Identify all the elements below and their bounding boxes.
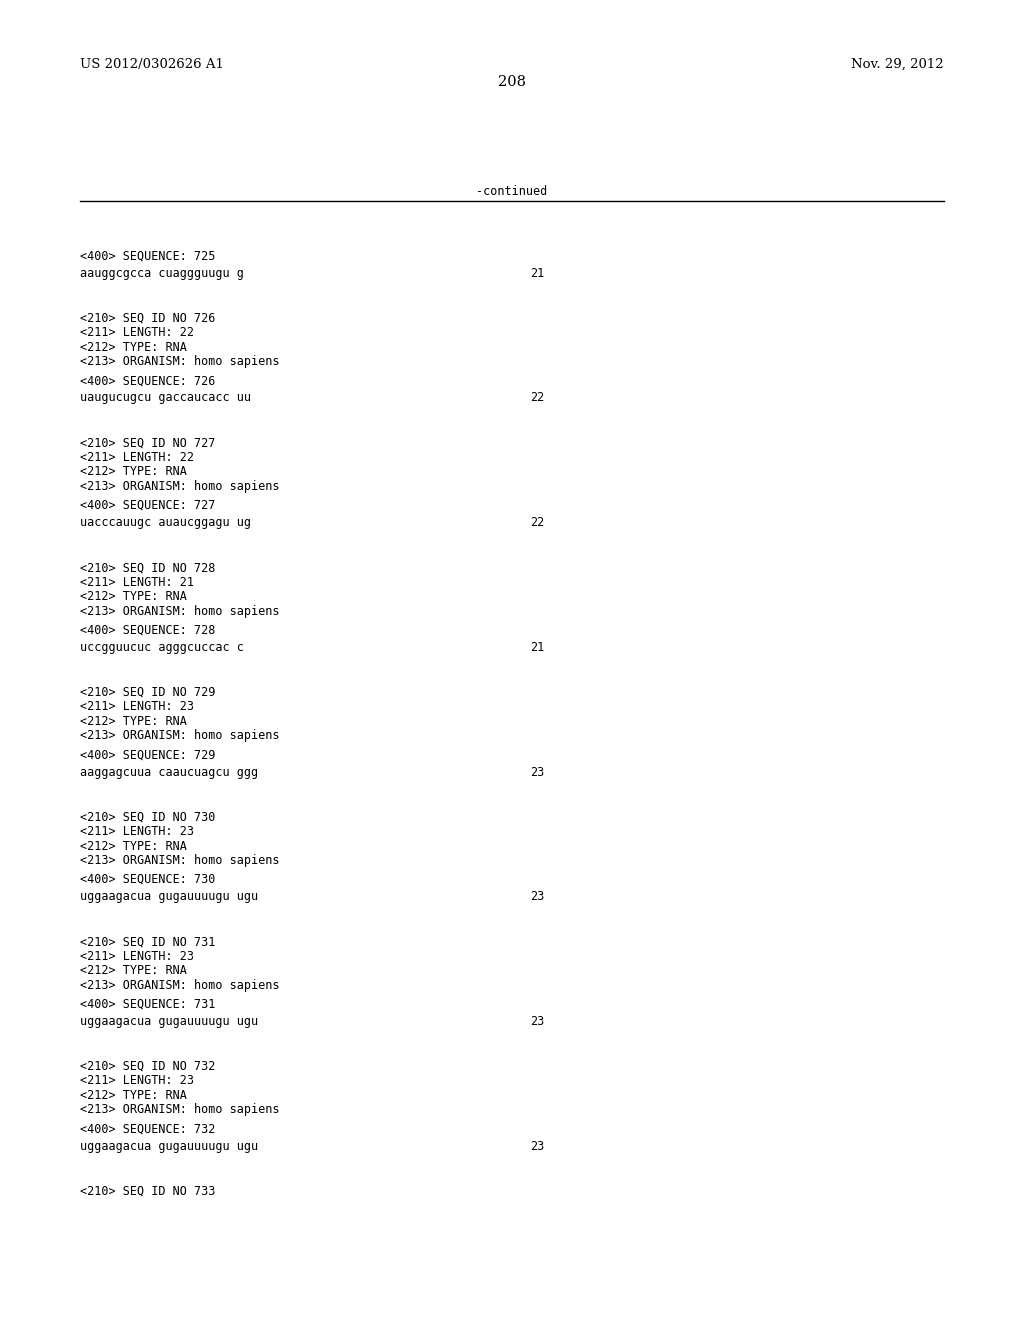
Text: <212> TYPE: RNA: <212> TYPE: RNA — [80, 840, 186, 853]
Text: uacccauugc auaucggagu ug: uacccauugc auaucggagu ug — [80, 516, 251, 529]
Text: <211> LENGTH: 23: <211> LENGTH: 23 — [80, 701, 194, 713]
Text: aaggagcuua caaucuagcu ggg: aaggagcuua caaucuagcu ggg — [80, 766, 258, 779]
Text: 21: 21 — [530, 640, 544, 653]
Text: <210> SEQ ID NO 733: <210> SEQ ID NO 733 — [80, 1184, 215, 1197]
Text: Nov. 29, 2012: Nov. 29, 2012 — [851, 58, 944, 71]
Text: 23: 23 — [530, 766, 544, 779]
Text: <211> LENGTH: 23: <211> LENGTH: 23 — [80, 825, 194, 838]
Text: <212> TYPE: RNA: <212> TYPE: RNA — [80, 715, 186, 727]
Text: <212> TYPE: RNA: <212> TYPE: RNA — [80, 466, 186, 478]
Text: <213> ORGANISM: homo sapiens: <213> ORGANISM: homo sapiens — [80, 355, 280, 368]
Text: 208: 208 — [498, 75, 526, 88]
Text: 23: 23 — [530, 1139, 544, 1152]
Text: US 2012/0302626 A1: US 2012/0302626 A1 — [80, 58, 224, 71]
Text: <400> SEQUENCE: 726: <400> SEQUENCE: 726 — [80, 374, 215, 387]
Text: <213> ORGANISM: homo sapiens: <213> ORGANISM: homo sapiens — [80, 605, 280, 618]
Text: <213> ORGANISM: homo sapiens: <213> ORGANISM: homo sapiens — [80, 978, 280, 991]
Text: <212> TYPE: RNA: <212> TYPE: RNA — [80, 1089, 186, 1102]
Text: uggaagacua gugauuuugu ugu: uggaagacua gugauuuugu ugu — [80, 1139, 258, 1152]
Text: 23: 23 — [530, 1015, 544, 1028]
Text: <211> LENGTH: 22: <211> LENGTH: 22 — [80, 326, 194, 339]
Text: <400> SEQUENCE: 729: <400> SEQUENCE: 729 — [80, 748, 215, 762]
Text: 21: 21 — [530, 267, 544, 280]
Text: 22: 22 — [530, 516, 544, 529]
Text: <400> SEQUENCE: 727: <400> SEQUENCE: 727 — [80, 499, 215, 512]
Text: <400> SEQUENCE: 730: <400> SEQUENCE: 730 — [80, 873, 215, 886]
Text: <211> LENGTH: 23: <211> LENGTH: 23 — [80, 1074, 194, 1088]
Text: uaugucugcu gaccaucacc uu: uaugucugcu gaccaucacc uu — [80, 392, 251, 404]
Text: <400> SEQUENCE: 732: <400> SEQUENCE: 732 — [80, 1122, 215, 1135]
Text: <212> TYPE: RNA: <212> TYPE: RNA — [80, 590, 186, 603]
Text: -continued: -continued — [476, 185, 548, 198]
Text: <210> SEQ ID NO 732: <210> SEQ ID NO 732 — [80, 1060, 215, 1073]
Text: <213> ORGANISM: homo sapiens: <213> ORGANISM: homo sapiens — [80, 854, 280, 867]
Text: <213> ORGANISM: homo sapiens: <213> ORGANISM: homo sapiens — [80, 1104, 280, 1117]
Text: uggaagacua gugauuuugu ugu: uggaagacua gugauuuugu ugu — [80, 890, 258, 903]
Text: <210> SEQ ID NO 728: <210> SEQ ID NO 728 — [80, 561, 215, 574]
Text: <212> TYPE: RNA: <212> TYPE: RNA — [80, 964, 186, 977]
Text: <210> SEQ ID NO 727: <210> SEQ ID NO 727 — [80, 437, 215, 449]
Text: 22: 22 — [530, 392, 544, 404]
Text: 23: 23 — [530, 890, 544, 903]
Text: <210> SEQ ID NO 729: <210> SEQ ID NO 729 — [80, 686, 215, 698]
Text: <210> SEQ ID NO 730: <210> SEQ ID NO 730 — [80, 810, 215, 824]
Text: <400> SEQUENCE: 725: <400> SEQUENCE: 725 — [80, 249, 215, 263]
Text: <400> SEQUENCE: 728: <400> SEQUENCE: 728 — [80, 623, 215, 636]
Text: <211> LENGTH: 22: <211> LENGTH: 22 — [80, 451, 194, 463]
Text: <210> SEQ ID NO 726: <210> SEQ ID NO 726 — [80, 312, 215, 325]
Text: uggaagacua gugauuuugu ugu: uggaagacua gugauuuugu ugu — [80, 1015, 258, 1028]
Text: <213> ORGANISM: homo sapiens: <213> ORGANISM: homo sapiens — [80, 480, 280, 492]
Text: <212> TYPE: RNA: <212> TYPE: RNA — [80, 341, 186, 354]
Text: aauggcgcca cuaggguugu g: aauggcgcca cuaggguugu g — [80, 267, 244, 280]
Text: <213> ORGANISM: homo sapiens: <213> ORGANISM: homo sapiens — [80, 729, 280, 742]
Text: <211> LENGTH: 21: <211> LENGTH: 21 — [80, 576, 194, 589]
Text: uccgguucuc agggcuccac c: uccgguucuc agggcuccac c — [80, 640, 244, 653]
Text: <400> SEQUENCE: 731: <400> SEQUENCE: 731 — [80, 998, 215, 1011]
Text: <211> LENGTH: 23: <211> LENGTH: 23 — [80, 949, 194, 962]
Text: <210> SEQ ID NO 731: <210> SEQ ID NO 731 — [80, 935, 215, 948]
